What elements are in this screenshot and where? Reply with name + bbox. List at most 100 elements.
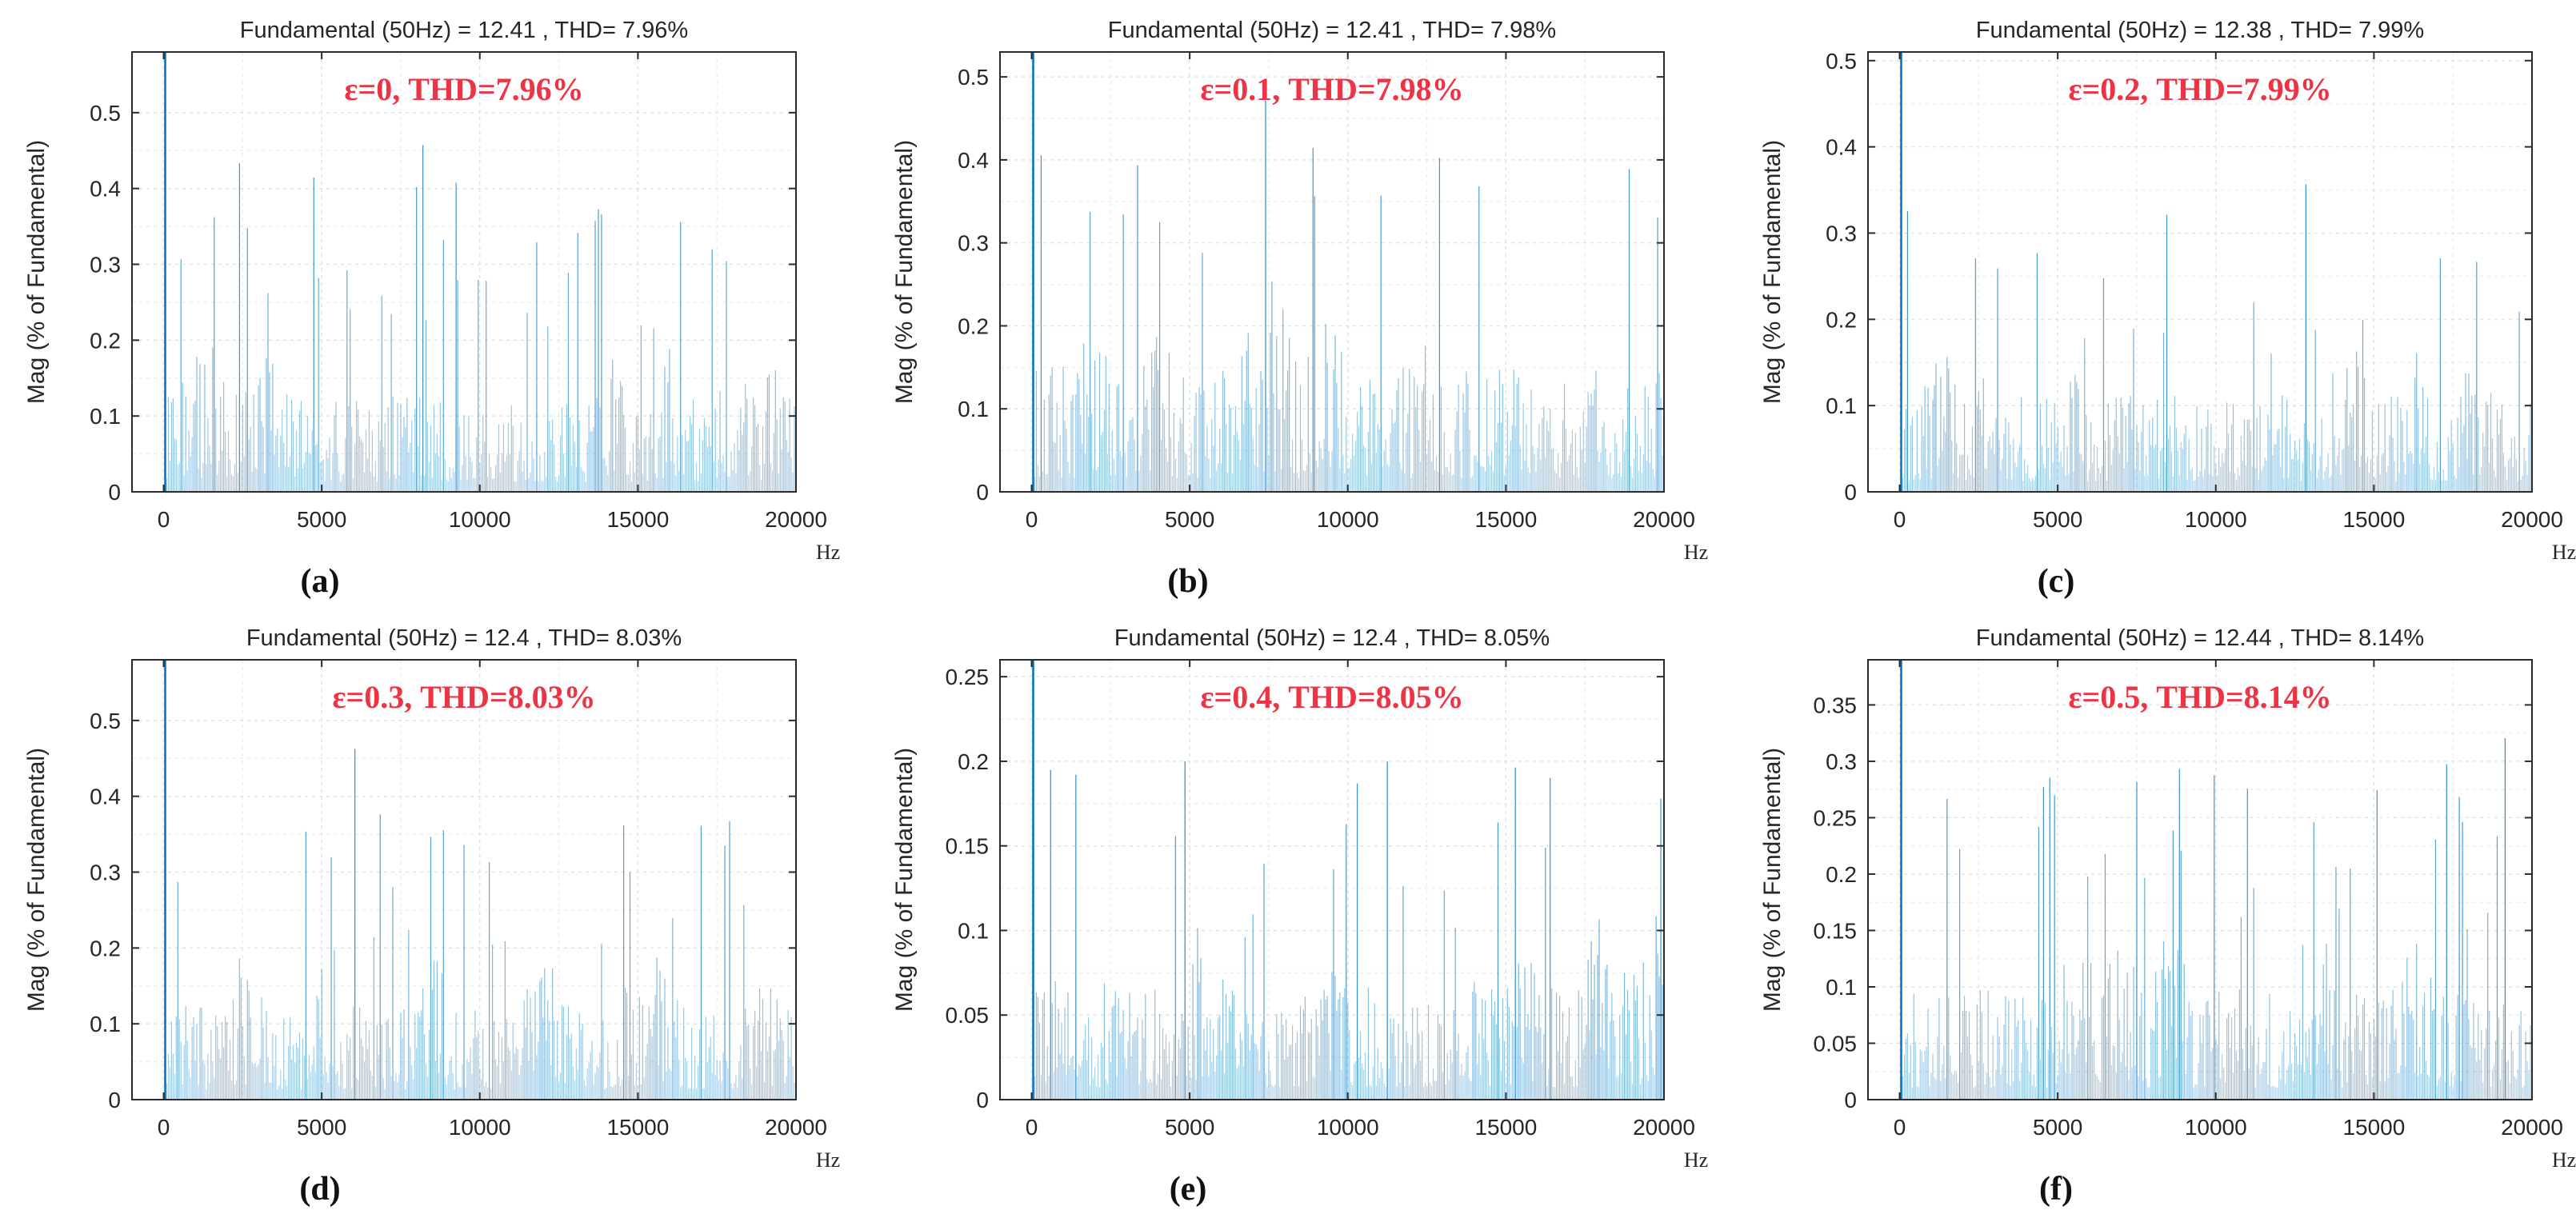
- spectrum-bars: [1900, 660, 2533, 1100]
- y-tick-label: 0.2: [90, 936, 121, 960]
- x-tick-label: 0: [158, 1115, 170, 1140]
- x-tick-label: 10000: [1317, 507, 1379, 532]
- panel-caption: (c): [2038, 563, 2075, 600]
- x-tick-label: 5000: [2033, 507, 2082, 532]
- y-tick-label: 0.2: [90, 328, 121, 353]
- y-tick-label: 0.4: [958, 148, 989, 173]
- plot-area: [1868, 52, 2532, 492]
- panel-caption: (e): [1170, 1171, 1207, 1208]
- x-axis-label: Hz: [1684, 541, 1708, 564]
- y-tick-label: 0.1: [1826, 975, 1857, 1000]
- y-axis-label: Mag (% of Fundamental): [23, 140, 50, 404]
- y-tick-label: 0.1: [90, 404, 121, 429]
- y-tick-label: 0.3: [958, 231, 989, 256]
- y-tick-label: 0.3: [90, 861, 121, 885]
- y-tick-label: 0.35: [1814, 693, 1858, 717]
- chart-title: Fundamental (50Hz) = 12.4 , THD= 8.03%: [246, 625, 682, 651]
- x-tick-label: 0: [1026, 1115, 1038, 1140]
- x-tick-label: 10000: [2185, 1115, 2247, 1140]
- x-tick-label: 15000: [2342, 507, 2405, 532]
- x-tick-label: 5000: [1165, 1115, 1214, 1140]
- x-tick-label: 15000: [1474, 1115, 1537, 1140]
- y-tick-label: 0.5: [90, 101, 121, 126]
- thd-annotation: ε=0.2, THD=7.99%: [2068, 71, 2331, 107]
- y-axis-label: Mag (% of Fundamental): [891, 748, 918, 1012]
- x-axis-label: Hz: [1684, 1148, 1708, 1172]
- spectrum-bars: [164, 660, 797, 1100]
- x-tick-label: 0: [158, 507, 170, 532]
- y-axis-label: Mag (% of Fundamental): [23, 748, 50, 1012]
- chart-panel-1: 0 0.1 0.2 0.3 0.4 0.5 0 5000 10000 15000 20000 Fund…: [23, 18, 840, 600]
- thd-annotation: ε=0, THD=7.96%: [344, 71, 583, 107]
- x-tick-label: 15000: [606, 507, 669, 532]
- y-axis-label: Mag (% of Fundamental): [1759, 748, 1786, 1012]
- spectrum-bars: [164, 52, 797, 492]
- axes-frame: [1867, 659, 2533, 1100]
- y-tick-label: 0: [108, 480, 121, 505]
- axes-frame: [131, 51, 797, 493]
- y-tick-label: 0: [976, 480, 989, 505]
- x-tick-label: 15000: [1474, 507, 1537, 532]
- y-tick-label: 0.25: [1814, 805, 1858, 830]
- thd-annotation: ε=0.4, THD=8.05%: [1200, 679, 1463, 715]
- x-axis-label: Hz: [816, 541, 840, 564]
- x-tick-label: 10000: [1317, 1115, 1379, 1140]
- x-tick-label: 15000: [2342, 1115, 2405, 1140]
- x-tick-label: 20000: [765, 507, 827, 532]
- y-axis-label: Mag (% of Fundamental): [891, 140, 918, 404]
- y-tick-label: 0.5: [1826, 49, 1857, 74]
- y-tick-label: 0.2: [958, 313, 989, 338]
- panel-caption: (f): [2039, 1171, 2073, 1208]
- x-tick-label: 10000: [2185, 507, 2247, 532]
- chart-panel-3: 0 0.1 0.2 0.3 0.4 0.5 0 5000 10000 15000 20000 Fund…: [1759, 18, 2576, 600]
- thd-annotation: ε=0.3, THD=8.03%: [332, 679, 595, 715]
- y-tick-label: 0.3: [1826, 221, 1857, 246]
- y-tick-label: 0.1: [1826, 393, 1857, 418]
- y-tick-label: 0: [1844, 480, 1857, 505]
- panel-caption: (d): [299, 1171, 340, 1208]
- x-tick-label: 20000: [2501, 1115, 2563, 1140]
- x-tick-label: 5000: [2033, 1115, 2082, 1140]
- spectrum-bars: [1032, 660, 1665, 1100]
- x-tick-label: 20000: [765, 1115, 827, 1140]
- y-tick-label: 0.1: [958, 397, 989, 421]
- thd-annotation: ε=0.1, THD=7.98%: [1200, 71, 1463, 107]
- chart-title: Fundamental (50Hz) = 12.41 , THD= 7.98%: [1108, 18, 1556, 43]
- y-tick-label: 0.25: [946, 665, 990, 689]
- y-tick-label: 0.05: [1814, 1031, 1858, 1056]
- spectrum-bars: [1032, 52, 1665, 492]
- x-tick-label: 0: [1894, 507, 1906, 532]
- panel-caption: (a): [301, 563, 340, 600]
- y-tick-label: 0.1: [90, 1012, 121, 1036]
- x-tick-label: 10000: [449, 507, 511, 532]
- y-tick-label: 0.3: [1826, 749, 1857, 774]
- y-tick-label: 0.15: [1814, 918, 1858, 943]
- x-tick-label: 5000: [1165, 507, 1214, 532]
- y-tick-label: 0.2: [1826, 862, 1857, 887]
- chart-panel-6: 0 0.05 0.1 0.15 0.2 0.25 0.3 0.35 0 5000 10000 1500…: [1759, 625, 2576, 1208]
- x-axis-label: Hz: [2552, 541, 2576, 564]
- thd-annotation: ε=0.5, THD=8.14%: [2068, 679, 2331, 715]
- y-tick-label: 0.3: [90, 253, 121, 278]
- axes-frame: [1867, 51, 2533, 493]
- panel-caption: (b): [1167, 563, 1208, 600]
- y-axis-label: Mag (% of Fundamental): [1759, 140, 1786, 404]
- chart-panel-5: 0 0.05 0.1 0.15 0.2 0.25 0 5000 10000 15000 20000 F…: [891, 625, 1708, 1208]
- chart-title: Fundamental (50Hz) = 12.38 , THD= 7.99%: [1976, 18, 2424, 43]
- y-tick-label: 0.4: [90, 177, 121, 202]
- y-tick-label: 0: [1844, 1088, 1857, 1112]
- chart-panel-2: 0 0.1 0.2 0.3 0.4 0.5 0 5000 10000 15000 20000 Fund…: [891, 18, 1708, 600]
- x-tick-label: 5000: [297, 1115, 346, 1140]
- x-tick-label: 0: [1026, 507, 1038, 532]
- y-tick-label: 0: [976, 1088, 989, 1112]
- y-tick-label: 0.2: [1826, 307, 1857, 332]
- spectrum-bars: [1900, 52, 2533, 492]
- chart-panel-4: 0 0.1 0.2 0.3 0.4 0.5 0 5000 10000 15000 20000 Fund…: [23, 625, 840, 1208]
- y-tick-label: 0.2: [958, 749, 989, 774]
- y-tick-label: 0.4: [90, 785, 121, 809]
- y-tick-label: 0.05: [946, 1003, 990, 1028]
- chart-title: Fundamental (50Hz) = 12.44 , THD= 8.14%: [1976, 625, 2424, 651]
- axes-frame: [999, 659, 1665, 1100]
- axes-frame: [131, 659, 797, 1100]
